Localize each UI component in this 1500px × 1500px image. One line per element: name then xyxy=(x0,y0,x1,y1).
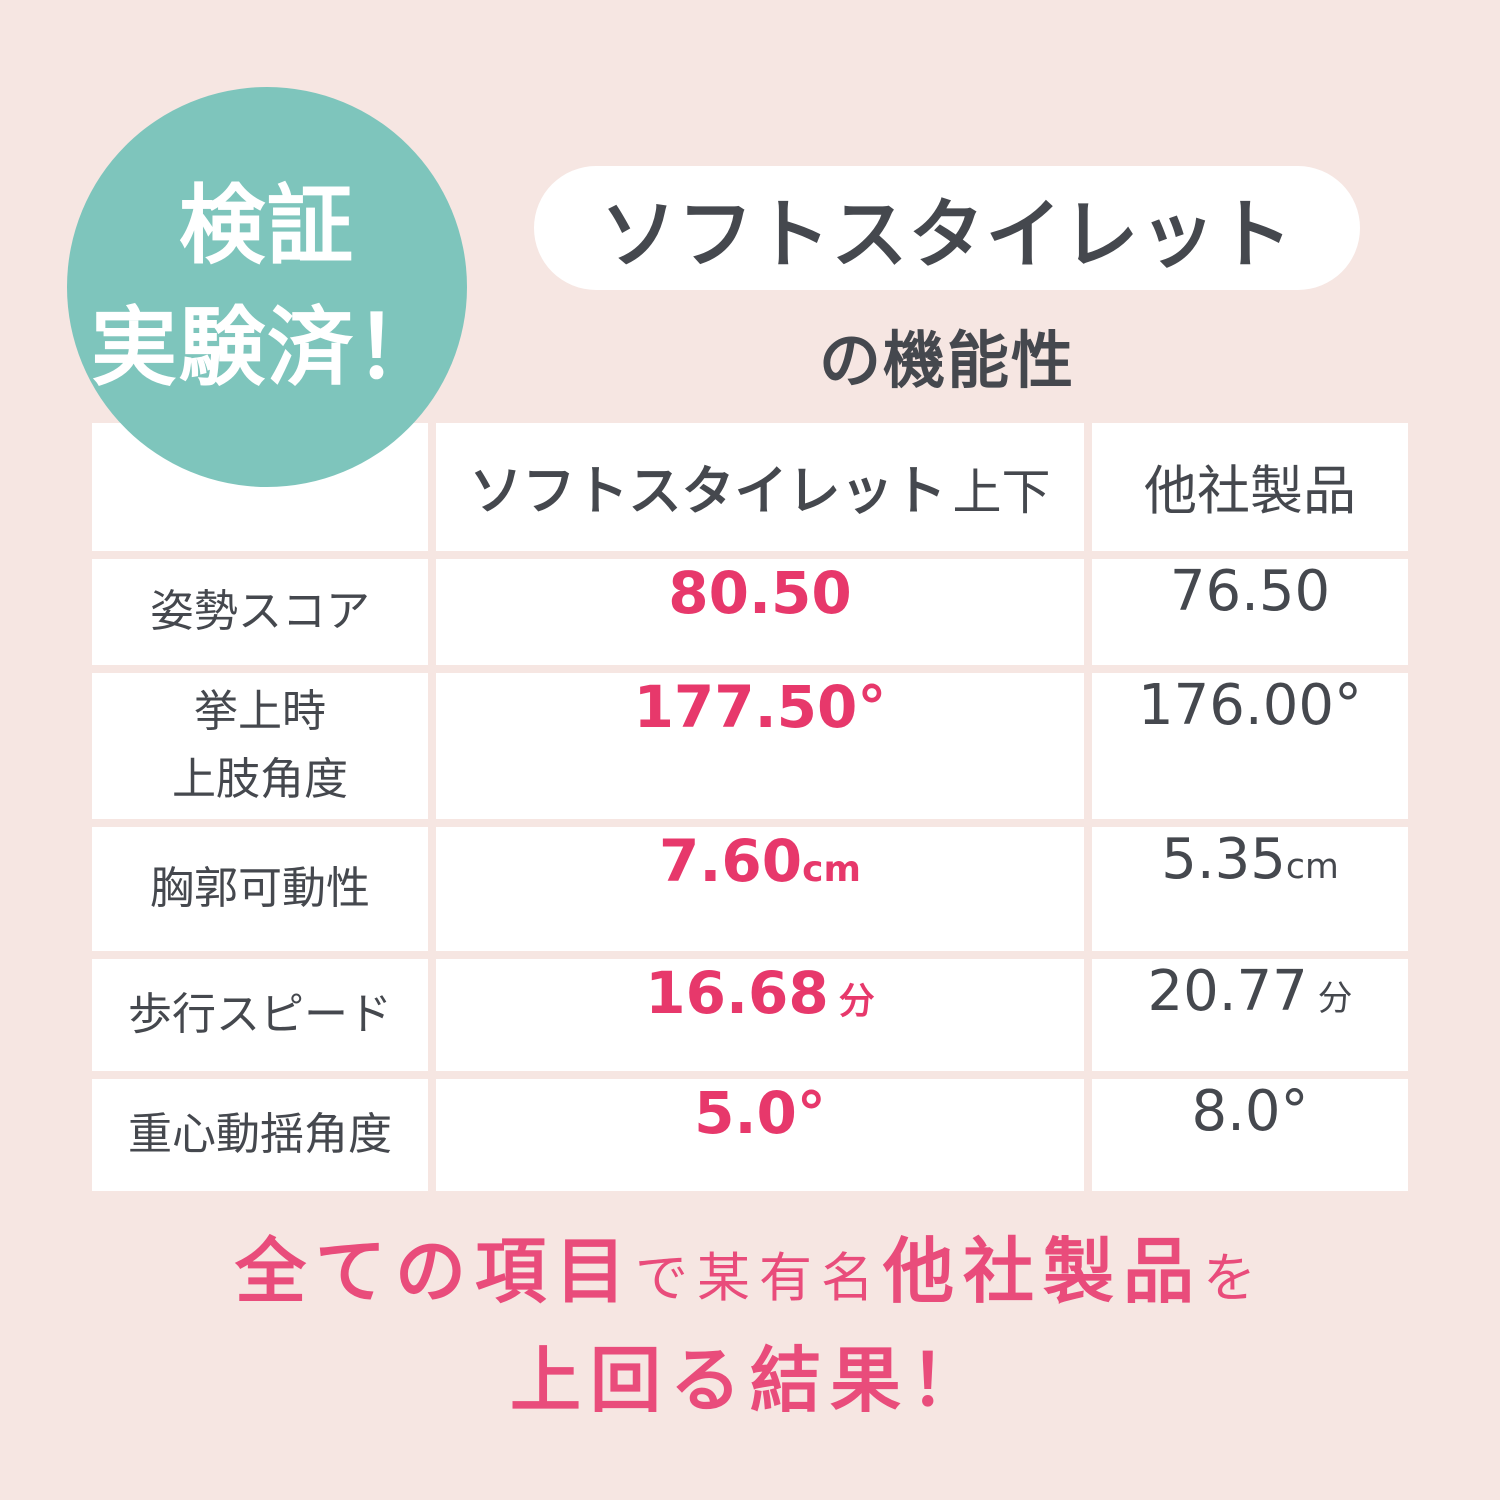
table-row-label: 挙上時 上肢角度 xyxy=(92,673,428,819)
value-number: 5.35 xyxy=(1161,827,1286,892)
product-title: ソフトスタイレット xyxy=(600,190,1294,279)
product-value-cell: 7.60 cm xyxy=(436,827,1084,951)
value-unit: ° xyxy=(857,673,887,741)
row-label-line: 姿勢スコア xyxy=(150,585,370,637)
value-number: 177.50 xyxy=(633,673,858,741)
competitor-column-header: 他社製品 xyxy=(1092,423,1408,551)
row-label-line: 胸郭可動性 xyxy=(150,862,370,914)
table-row-label: 重心動揺角度 xyxy=(92,1079,428,1191)
title-pill: ソフトスタイレット xyxy=(534,166,1360,290)
row-label-line: 挙上時 xyxy=(194,685,326,737)
footer-segment: を xyxy=(1203,1248,1266,1309)
value-unit: ° xyxy=(1333,673,1362,738)
competitor-value-cell: 8.0 ° xyxy=(1092,1079,1408,1191)
value-number: 16.68 xyxy=(645,959,829,1027)
value-unit: 分 xyxy=(838,981,875,1022)
value-unit: cm xyxy=(802,849,861,890)
product-column-header: ソフトスタイレット 上下 xyxy=(436,423,1084,551)
badge-text-line1: 検証 xyxy=(179,175,355,276)
footer-segment: 全ての項目 xyxy=(234,1230,635,1313)
row-label-line: 重心動揺角度 xyxy=(128,1108,392,1160)
value-number: 80.50 xyxy=(668,559,852,627)
value-unit: ° xyxy=(1280,1079,1309,1144)
footer-segment: で某有名 xyxy=(635,1248,883,1309)
comparison-table: ソフトスタイレット 上下 他社製品 姿勢スコア 80.50 76.50 挙上時上肢角度… xyxy=(92,423,1408,1191)
footer-line1: 全ての項目で某有名他社製品を xyxy=(0,1236,1500,1307)
table-row-label: 胸郭可動性 xyxy=(92,827,428,951)
competitor-value-cell: 76.50 xyxy=(1092,559,1408,665)
footer-segment: 上回る結果！ xyxy=(509,1339,990,1422)
value-unit: cm xyxy=(1285,847,1339,887)
footer-message: 全ての項目で某有名他社製品を 上回る結果！ xyxy=(0,1236,1500,1416)
product-value-cell: 177.50 ° xyxy=(436,673,1084,819)
competitor-value-cell: 5.35 cm xyxy=(1092,827,1408,951)
table-row-label: 歩行スピード xyxy=(92,959,428,1071)
value-number: 176.00 xyxy=(1138,673,1334,738)
value-number: 8.0 xyxy=(1191,1079,1281,1144)
product-value-cell: 80.50 xyxy=(436,559,1084,665)
product-value-cell: 5.0 ° xyxy=(436,1079,1084,1191)
subtitle: の機能性 xyxy=(818,324,1075,397)
table-row-label: 姿勢スコア xyxy=(92,559,428,665)
footer-line2: 上回る結果！ xyxy=(0,1345,1500,1416)
verified-badge: 検証 実験済！ xyxy=(67,87,467,487)
product-column-header-main: ソフトスタイレット xyxy=(469,461,947,522)
product-value-cell: 16.68 分 xyxy=(436,959,1084,1071)
value-number: 76.50 xyxy=(1169,559,1331,624)
value-unit: 分 xyxy=(1317,979,1353,1019)
badge-text-line2: 実験済！ xyxy=(91,298,443,398)
footer-segment: 他社製品 xyxy=(883,1230,1204,1313)
value-unit: ° xyxy=(796,1079,826,1147)
competitor-value-cell: 20.77 分 xyxy=(1092,959,1408,1071)
row-label-line: 上肢角度 xyxy=(172,754,348,805)
value-number: 20.77 xyxy=(1147,959,1308,1024)
row-label-line: 歩行スピード xyxy=(128,988,392,1040)
value-number: 7.60 xyxy=(659,827,803,895)
competitor-value-cell: 176.00 ° xyxy=(1092,673,1408,819)
value-number: 5.0 xyxy=(694,1079,797,1147)
product-column-header-suffix: 上下 xyxy=(952,464,1051,521)
